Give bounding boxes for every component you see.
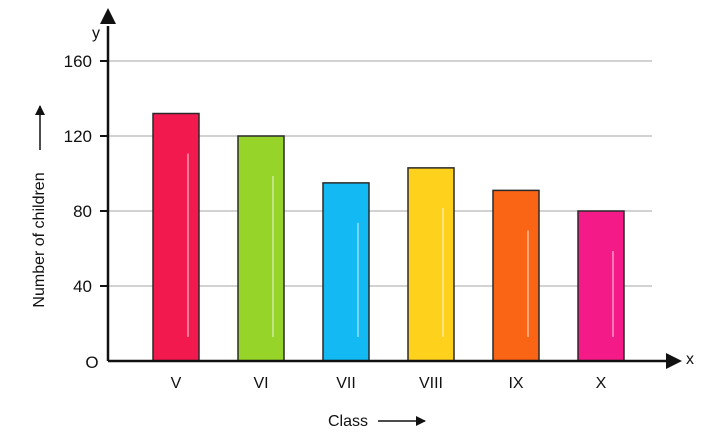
y-tick-label: 40 <box>73 277 92 296</box>
bar-v <box>152 112 200 362</box>
x-tick-label: VIII <box>419 375 443 392</box>
bar-viii <box>407 167 455 362</box>
y-axis-arrow <box>100 8 116 24</box>
y-tick-label: 120 <box>64 127 92 146</box>
y-tick-label: 160 <box>64 52 92 71</box>
x-tick-label: VI <box>253 375 268 392</box>
y-axis-title: Number of children <box>31 172 48 307</box>
y-tick-label: 80 <box>73 202 92 221</box>
x-tick-label: V <box>171 375 182 392</box>
x-tick-label: IX <box>508 375 523 392</box>
origin-label: O <box>85 353 98 372</box>
bar-vii <box>322 182 370 362</box>
x-axis-letter: x <box>686 351 694 368</box>
x-tick-label: X <box>596 375 607 392</box>
y-axis-letter: y <box>92 25 100 42</box>
x-axis-title: Class <box>328 413 368 430</box>
y-tick-labels: 40 80 120 160 <box>64 52 92 296</box>
x-tick-labels: V VI VII VIII IX X <box>171 375 607 392</box>
bar-x <box>577 210 625 362</box>
bar-vi <box>237 135 285 362</box>
x-tick-label: VII <box>336 375 356 392</box>
x-axis-arrow <box>666 353 682 369</box>
bar-ix <box>492 189 540 362</box>
bars <box>152 112 625 362</box>
